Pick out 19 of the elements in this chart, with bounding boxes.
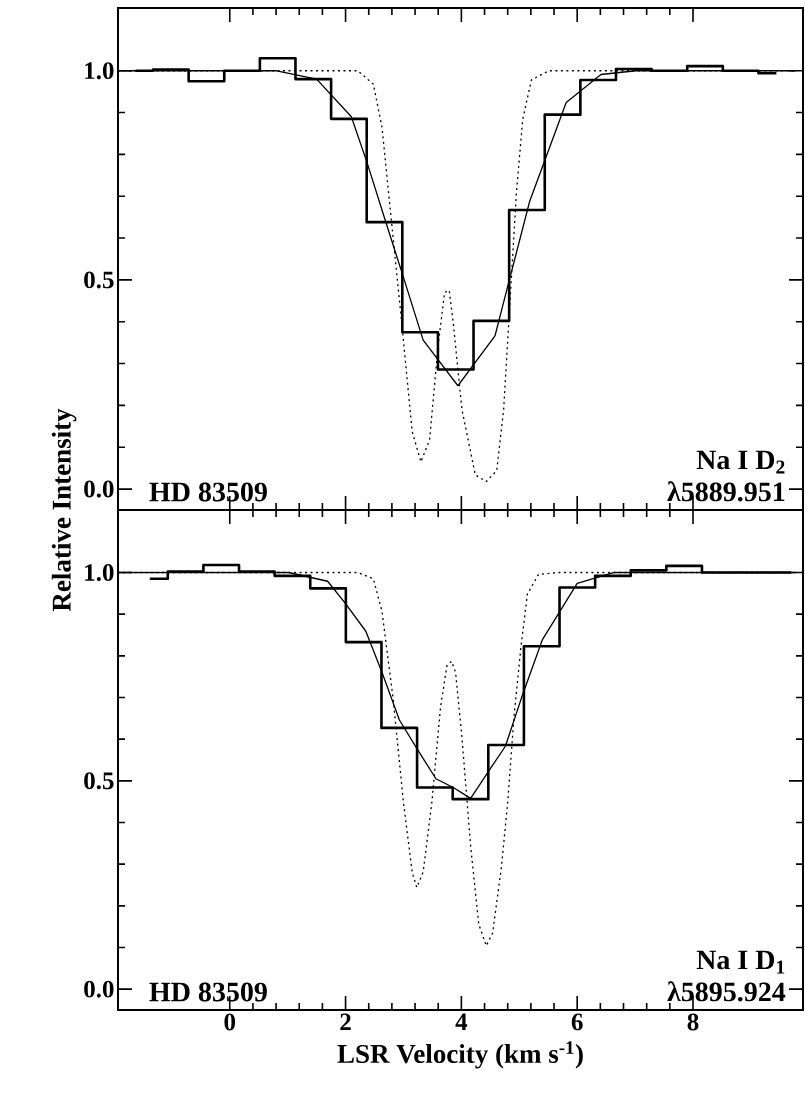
annotation: HD 83509: [149, 982, 267, 1002]
y-tick-label: 1.0: [85, 564, 114, 581]
x-tick-label: 4: [455, 1013, 468, 1030]
x-tick-label: 0: [224, 1013, 236, 1031]
annotation: λ5889.951: [667, 481, 785, 502]
annotation: λ5895.924: [667, 981, 786, 1002]
x-axis-title: LSR Velocity (km s$^{-1}$): [337, 1041, 583, 1069]
y-tick-label: 0.5: [84, 772, 114, 790]
x-tick-label: 6: [571, 1013, 583, 1031]
y-tick-label: 0.5: [84, 271, 114, 289]
y-tick-label: 0.0: [84, 980, 114, 998]
y-tick-label: 0.0: [84, 480, 114, 498]
y-axis-title: Relative Intensity: [51, 408, 77, 612]
annotation: Na I D$_{1}$: [696, 950, 785, 974]
annotation: Na I D$_{2}$: [696, 450, 785, 474]
x-tick-label: 8: [687, 1013, 699, 1031]
y-tick-label: 1.0: [85, 62, 114, 80]
x-tick-label: 2: [340, 1013, 351, 1031]
annotation: HD 83509: [149, 482, 267, 502]
